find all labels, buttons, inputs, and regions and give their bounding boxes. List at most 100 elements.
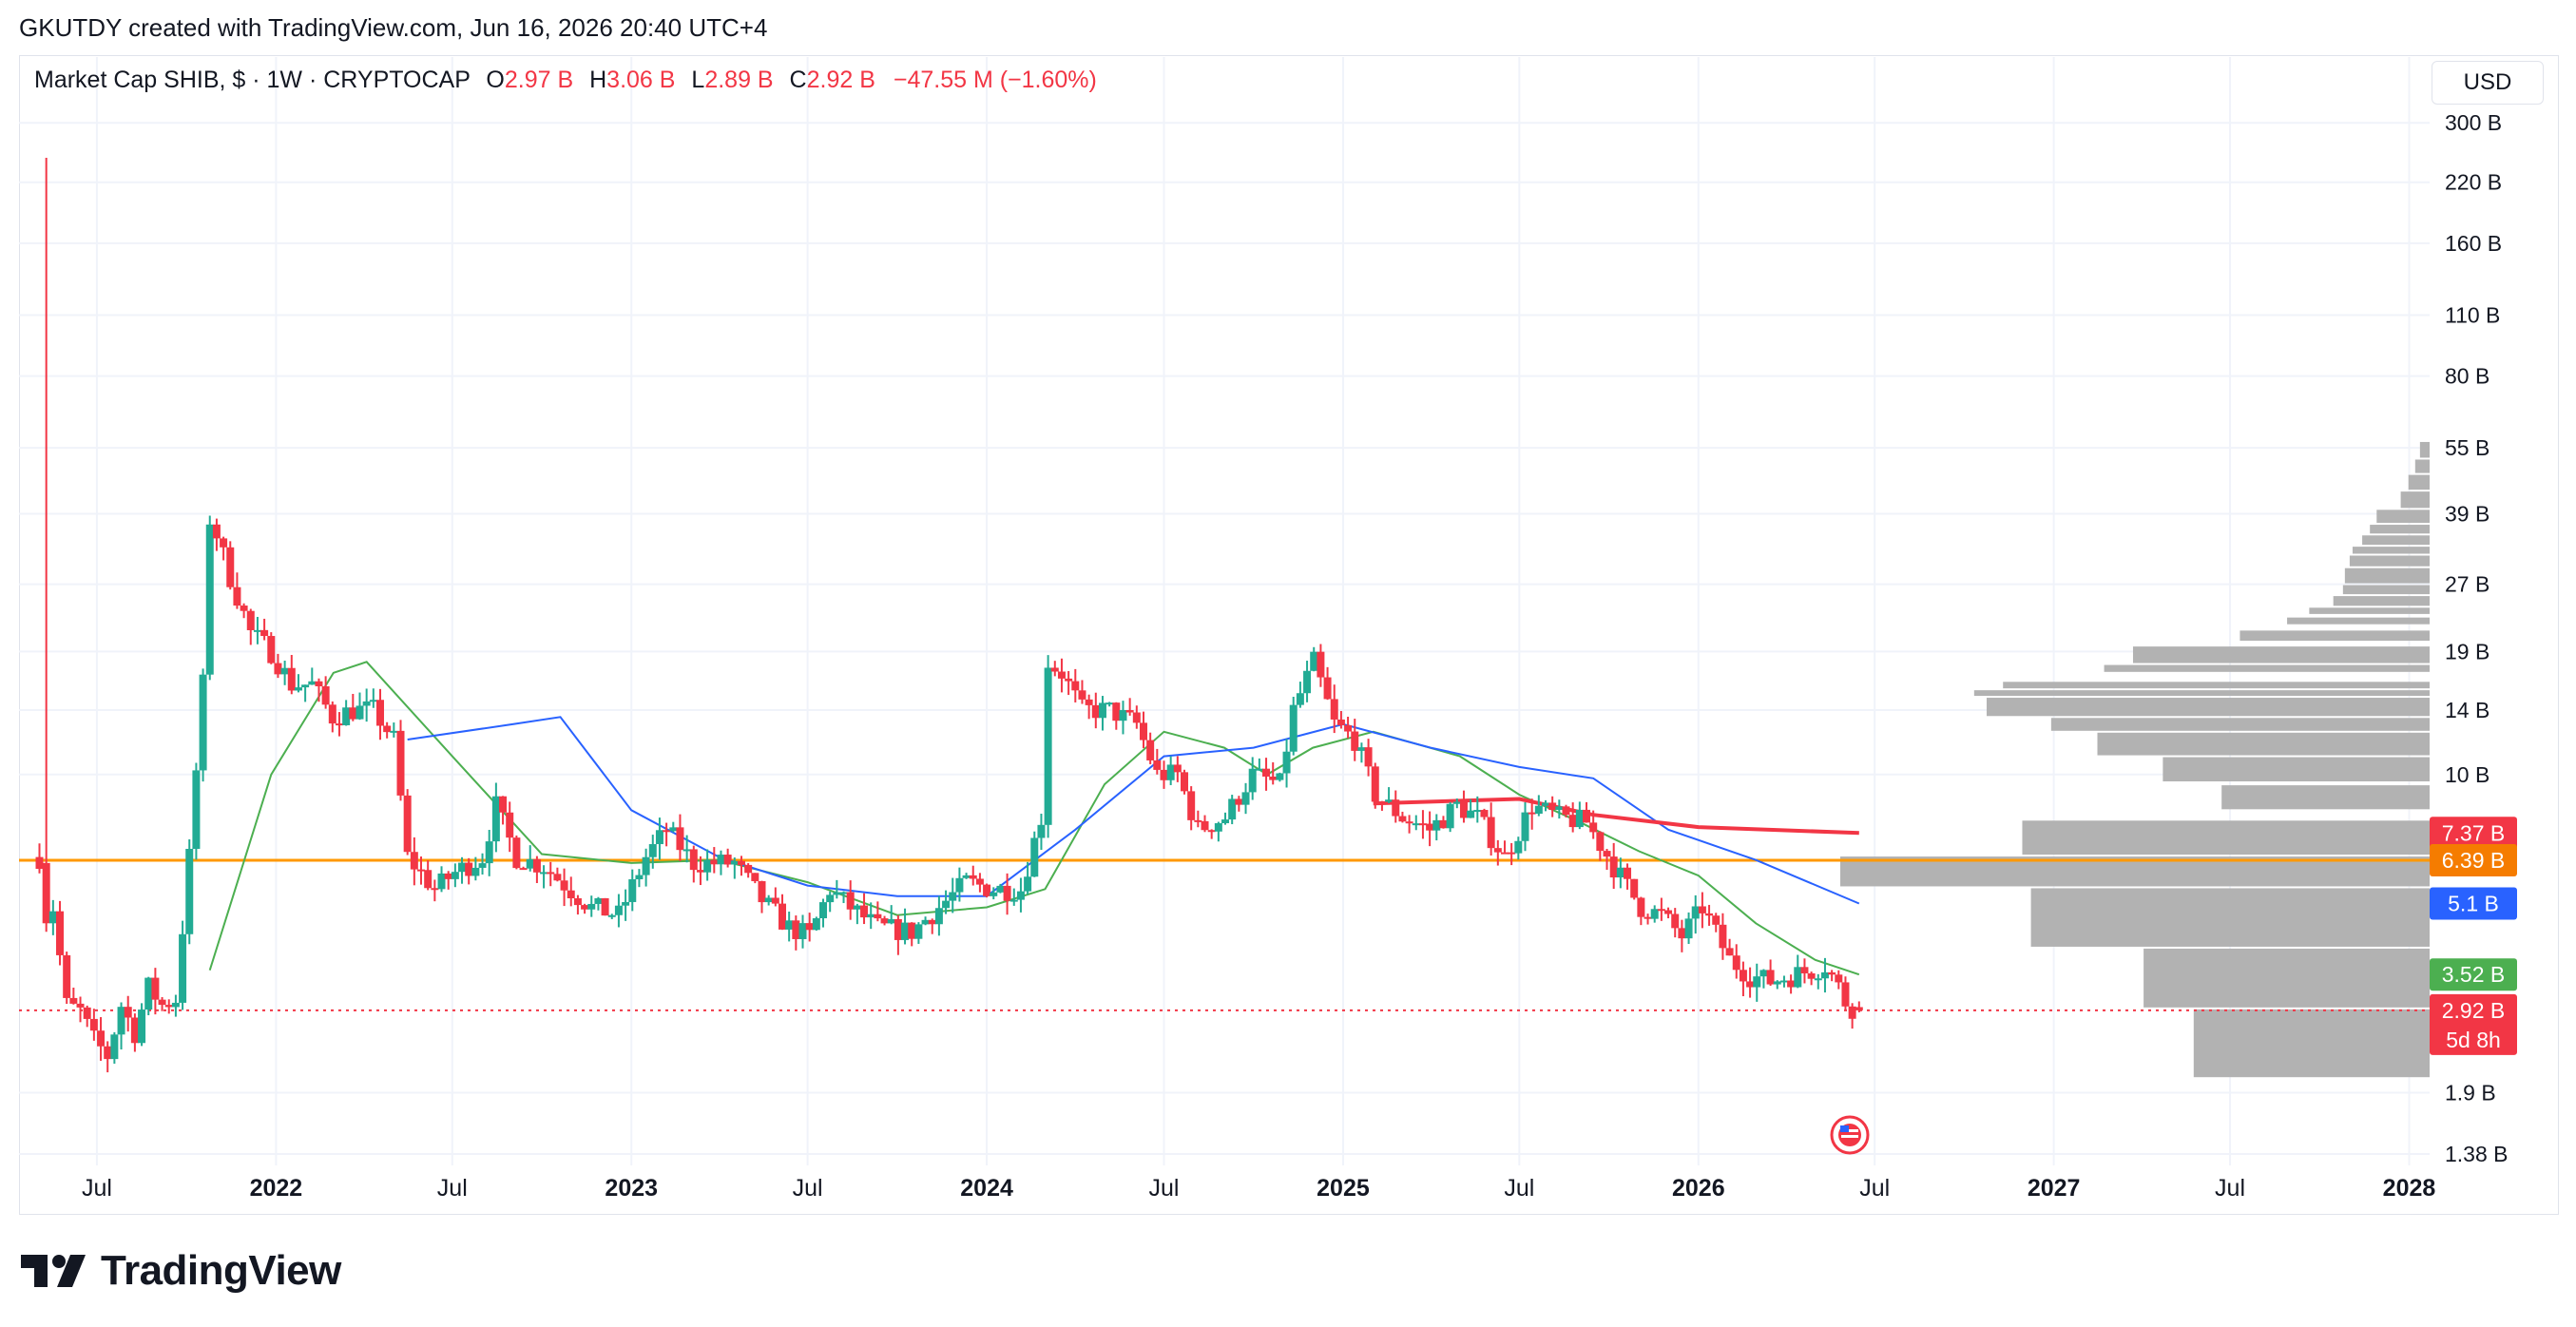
candle-body — [934, 908, 943, 925]
price-axis: 300 B 220 B 160 B 110 B 80 B 55 B 39 B 27 B 19 B… — [2445, 110, 2509, 1166]
candle-body — [171, 1002, 180, 1008]
volume-profile-bar — [2349, 555, 2430, 567]
candle-body — [97, 1030, 106, 1047]
candle-body — [1187, 791, 1196, 820]
candle-body — [867, 914, 875, 918]
candle-body — [560, 880, 568, 891]
candle-body — [1201, 820, 1209, 831]
x-tick-label: 2025 — [1317, 1175, 1370, 1202]
candle-body — [1555, 806, 1564, 810]
candle-body — [451, 872, 459, 879]
candle-body — [942, 900, 951, 909]
candle-body — [969, 875, 977, 879]
y-tick-label: 1.9 B — [2445, 1081, 2496, 1106]
candle-body — [253, 629, 261, 632]
y-tick-label: 19 B — [2445, 639, 2489, 664]
low-label: L — [691, 67, 705, 93]
candle-body — [1132, 712, 1141, 723]
volume-profile-bar — [2342, 585, 2430, 595]
volume-profile-bar — [2193, 1009, 2430, 1078]
candle-body — [117, 1007, 125, 1035]
close-label: C — [789, 67, 807, 93]
price-label-text: 5.1 B — [2448, 891, 2499, 915]
currency-button[interactable]: USD — [2432, 61, 2544, 105]
candle-body — [567, 890, 575, 898]
open-value: 2.97 B — [504, 67, 574, 93]
grid-lines — [19, 57, 2430, 1165]
candle-body — [417, 869, 426, 872]
candle-body — [962, 875, 971, 878]
candlesticks — [35, 157, 1863, 1073]
candle-body — [179, 933, 187, 1003]
candle-body — [1003, 885, 1011, 901]
candle-body — [1664, 910, 1673, 914]
candle-body — [669, 827, 678, 832]
candle-body — [519, 868, 528, 871]
candle-body — [1344, 724, 1353, 732]
candle-body — [1439, 819, 1448, 829]
candle-body — [1392, 799, 1400, 817]
candle-body — [737, 860, 745, 865]
candle-body — [458, 862, 467, 873]
volume-profile-bar — [2022, 820, 2430, 856]
price-label-tag — [2430, 993, 2517, 1055]
x-tick-label: 2024 — [960, 1175, 1013, 1202]
candle-body — [89, 1018, 98, 1031]
candle-body — [424, 870, 433, 889]
x-tick-label: 2027 — [2028, 1175, 2081, 1202]
chart-frame — [19, 55, 2559, 1215]
candle-body — [437, 873, 446, 890]
candle-body — [491, 796, 500, 842]
candle-body — [703, 859, 712, 873]
candle-body — [532, 858, 541, 873]
candle-body — [1181, 772, 1189, 792]
candle-body — [778, 903, 786, 930]
candle-body — [48, 911, 57, 924]
candle-body — [274, 663, 282, 675]
candle-body — [1377, 801, 1386, 804]
y-tick-label: 55 B — [2445, 435, 2489, 460]
candle-body — [1194, 819, 1202, 822]
x-tick-label: Jul — [437, 1175, 468, 1202]
x-tick-label: Jul — [82, 1175, 112, 1202]
x-tick-label: Jul — [2215, 1175, 2245, 1202]
low-value: 2.89 B — [704, 67, 774, 93]
event-flag-icon[interactable] — [1830, 1115, 1870, 1155]
tradingview-logo[interactable]: TradingView — [21, 1247, 341, 1295]
candle-body — [1759, 970, 1768, 977]
candle-body — [833, 892, 841, 895]
price-label-text: 2.92 B — [2442, 998, 2506, 1023]
candle-body — [63, 954, 71, 998]
candle-body — [1725, 948, 1734, 956]
candle-body — [478, 863, 487, 868]
candle-body — [226, 547, 235, 587]
volume-profile-bar — [2287, 617, 2430, 625]
candle-body — [375, 700, 384, 726]
candle-body — [887, 918, 895, 924]
candle-body — [1065, 678, 1073, 682]
candle-body — [785, 920, 794, 930]
candle-body — [506, 812, 514, 838]
candle-body — [1228, 798, 1237, 820]
candle-body — [1814, 978, 1822, 981]
candle-body — [1500, 852, 1509, 855]
candle-body — [1112, 702, 1121, 721]
candle-body — [1371, 766, 1379, 802]
symbol-name[interactable]: Market Cap SHIB, $ · 1W · CRYPTOCAP — [34, 67, 471, 93]
candle-body — [158, 999, 166, 1006]
candle-body — [1691, 906, 1700, 919]
candle-body — [369, 700, 377, 702]
candle-body — [1426, 823, 1434, 831]
chart-attribution: GKUTDY created with TradingView.com, Jun… — [19, 13, 768, 42]
candle-body — [1255, 768, 1263, 771]
x-tick-label: Jul — [1149, 1175, 1180, 1202]
candle-body — [798, 923, 807, 939]
candle-body — [1330, 699, 1338, 720]
volume-profile — [1840, 441, 2430, 1078]
candle-body — [764, 897, 773, 903]
candle-body — [1739, 970, 1747, 982]
candle-body — [1603, 851, 1611, 857]
candle-body — [1091, 704, 1100, 719]
candle-body — [628, 879, 637, 902]
